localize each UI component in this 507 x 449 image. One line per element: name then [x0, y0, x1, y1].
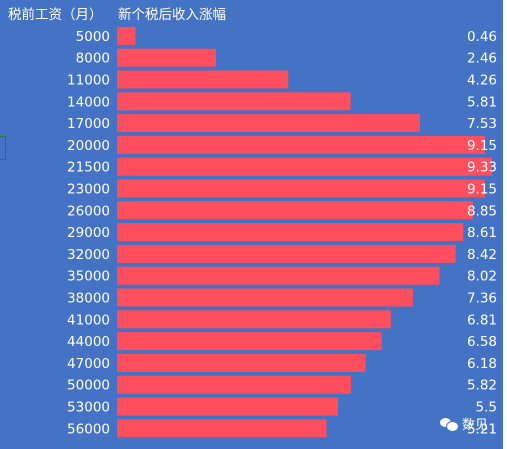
bar-35000 [117, 266, 440, 285]
bar-26000 [117, 201, 473, 220]
category-label-5000: 5000 [76, 29, 110, 45]
value-label-14000: 5.81 [467, 94, 497, 110]
value-label-11000: 4.26 [467, 73, 497, 89]
value-label-56000: 5.21 [467, 421, 497, 437]
value-label-29000: 8.61 [467, 225, 497, 241]
category-label-53000: 53000 [67, 400, 110, 416]
value-label-26000: 8.85 [467, 203, 497, 219]
value-label-38000: 7.36 [467, 291, 497, 307]
category-label-8000: 8000 [76, 51, 110, 67]
category-label-11000: 11000 [67, 73, 110, 89]
category-label-38000: 38000 [67, 291, 110, 307]
watermark-text: 数见 [462, 418, 489, 433]
value-label-35000: 8.02 [467, 269, 497, 285]
bar-14000 [117, 92, 351, 111]
category-label-41000: 41000 [67, 312, 110, 328]
bar-20000 [117, 135, 485, 154]
bar-38000 [117, 288, 413, 307]
bar-21500 [117, 157, 493, 176]
bar-50000 [117, 375, 351, 394]
bar-23000 [117, 179, 485, 198]
value-label-20000: 9.15 [467, 138, 497, 154]
value-label-53000: 5.5 [476, 400, 497, 416]
category-label-29000: 29000 [67, 225, 110, 241]
category-label-20000: 20000 [67, 138, 110, 154]
category-label-17000: 17000 [67, 116, 110, 132]
value-label-47000: 6.18 [467, 356, 497, 372]
bar-44000 [117, 332, 382, 351]
bar-5000 [117, 26, 136, 45]
bar-29000 [117, 223, 464, 242]
chat-bubbles-icon [440, 417, 459, 432]
category-label-35000: 35000 [67, 269, 110, 285]
bars: 5000 0.46 8000 2.46 11000 4.26 14000 5.81 17000 7… [67, 26, 497, 438]
category-label-21500: 21500 [67, 160, 110, 176]
value-label-21500: 9.33 [467, 160, 497, 176]
category-label-14000: 14000 [67, 94, 110, 110]
cell-edge-marker [0, 136, 6, 160]
category-label-23000: 23000 [67, 182, 110, 198]
category-label-56000: 56000 [67, 421, 110, 437]
bar-17000 [117, 114, 420, 133]
category-label-44000: 44000 [67, 334, 110, 350]
value-label-44000: 6.58 [467, 334, 497, 350]
category-label-26000: 26000 [67, 203, 110, 219]
value-label-17000: 7.53 [467, 116, 497, 132]
bar-56000 [117, 419, 327, 438]
category-header: 税前工资（月） [8, 6, 103, 23]
bar-47000 [117, 353, 366, 372]
watermark: 数见 [440, 414, 488, 433]
value-label-32000: 8.42 [467, 247, 497, 263]
value-label-41000: 6.81 [467, 312, 497, 328]
category-label-47000: 47000 [67, 356, 110, 372]
bar-53000 [117, 397, 339, 416]
value-label-23000: 9.15 [467, 182, 497, 198]
bar-8000 [117, 48, 216, 67]
category-label-32000: 32000 [67, 247, 110, 263]
value-label-50000: 5.82 [467, 378, 497, 394]
value-label-5000: 0.46 [467, 29, 497, 45]
bar-11000 [117, 70, 289, 89]
bar-41000 [117, 310, 391, 329]
bar-32000 [117, 244, 456, 263]
category-label-50000: 50000 [67, 378, 110, 394]
value-header: 新个税后收入涨幅 [118, 7, 226, 23]
value-label-8000: 2.46 [467, 51, 497, 67]
